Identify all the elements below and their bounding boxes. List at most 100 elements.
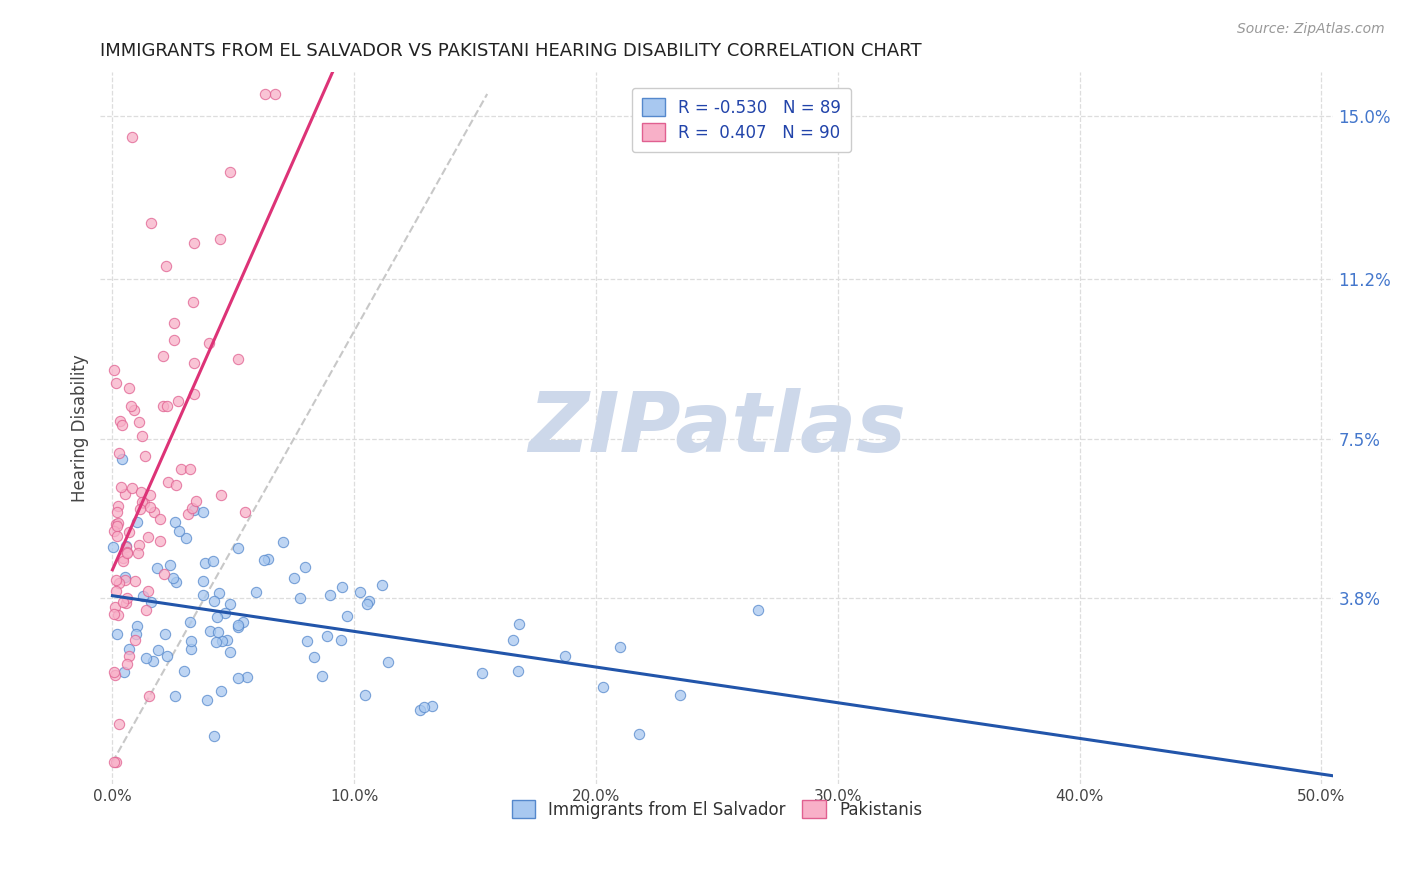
Point xyxy=(159,558,181,572)
Point xyxy=(105,376,128,391)
Point xyxy=(163,689,186,703)
Point xyxy=(353,688,375,702)
Point xyxy=(173,664,195,678)
Point xyxy=(118,649,141,664)
Point xyxy=(107,608,129,623)
Point xyxy=(141,595,163,609)
Point xyxy=(235,505,257,519)
Point xyxy=(103,755,125,769)
Point xyxy=(132,589,155,603)
Point xyxy=(180,633,202,648)
Point xyxy=(156,649,179,664)
Point xyxy=(191,574,214,588)
Point xyxy=(124,574,146,589)
Point xyxy=(139,216,162,230)
Point xyxy=(214,606,236,620)
Point xyxy=(377,655,399,669)
Point xyxy=(253,553,276,567)
Point xyxy=(295,634,318,648)
Point xyxy=(149,511,172,525)
Point xyxy=(135,651,157,665)
Point xyxy=(105,505,128,519)
Point xyxy=(108,414,131,428)
Point xyxy=(139,500,162,515)
Point xyxy=(283,571,305,585)
Point xyxy=(165,575,187,590)
Point xyxy=(183,503,205,517)
Point xyxy=(181,500,204,515)
Point xyxy=(143,505,166,519)
Point xyxy=(101,540,124,554)
Point xyxy=(146,642,169,657)
Point xyxy=(174,531,197,545)
Point xyxy=(183,386,205,401)
Point xyxy=(121,481,143,495)
Point xyxy=(134,449,156,463)
Point xyxy=(194,556,217,570)
Point xyxy=(554,648,576,663)
Point xyxy=(205,610,228,624)
Point xyxy=(138,529,160,543)
Point xyxy=(128,501,150,516)
Point xyxy=(104,573,127,587)
Point xyxy=(157,475,180,489)
Point xyxy=(162,571,184,585)
Point xyxy=(294,559,316,574)
Point xyxy=(256,552,278,566)
Point xyxy=(105,519,128,533)
Point xyxy=(103,524,125,538)
Point xyxy=(202,554,225,568)
Point xyxy=(131,495,153,509)
Point xyxy=(245,585,267,599)
Point xyxy=(138,583,160,598)
Point xyxy=(114,569,136,583)
Point xyxy=(207,624,229,639)
Point xyxy=(232,615,254,629)
Point xyxy=(153,566,176,581)
Point xyxy=(191,588,214,602)
Point xyxy=(125,618,148,632)
Point xyxy=(183,235,205,250)
Point xyxy=(218,597,240,611)
Point xyxy=(179,462,201,476)
Point xyxy=(142,654,165,668)
Point xyxy=(202,729,225,743)
Point xyxy=(288,591,311,606)
Point xyxy=(357,594,380,608)
Point xyxy=(211,633,233,648)
Point xyxy=(609,640,631,654)
Point xyxy=(167,524,190,539)
Point xyxy=(184,494,207,508)
Point xyxy=(112,554,135,568)
Point xyxy=(118,525,141,540)
Point xyxy=(271,535,294,549)
Point xyxy=(111,417,134,432)
Point xyxy=(114,573,136,587)
Point xyxy=(105,626,128,640)
Point xyxy=(219,165,242,179)
Point xyxy=(163,333,186,347)
Point xyxy=(117,381,139,395)
Point xyxy=(124,633,146,648)
Point xyxy=(121,130,143,145)
Legend: Immigrants from El Salvador, Pakistanis: Immigrants from El Salvador, Pakistanis xyxy=(505,793,929,825)
Point xyxy=(316,629,339,643)
Point xyxy=(115,539,138,553)
Point xyxy=(103,363,125,377)
Point xyxy=(108,717,131,731)
Point xyxy=(111,595,134,609)
Text: IMMIGRANTS FROM EL SALVADOR VS PAKISTANI HEARING DISABILITY CORRELATION CHART: IMMIGRANTS FROM EL SALVADOR VS PAKISTANI… xyxy=(100,42,922,60)
Point xyxy=(330,632,353,647)
Point xyxy=(104,584,127,599)
Point xyxy=(195,693,218,707)
Point xyxy=(110,480,132,494)
Point xyxy=(103,668,125,682)
Point xyxy=(668,688,690,702)
Point xyxy=(165,478,187,492)
Point xyxy=(747,603,769,617)
Point xyxy=(115,591,138,605)
Point xyxy=(122,402,145,417)
Point xyxy=(127,546,149,560)
Point xyxy=(198,336,221,351)
Point xyxy=(236,670,259,684)
